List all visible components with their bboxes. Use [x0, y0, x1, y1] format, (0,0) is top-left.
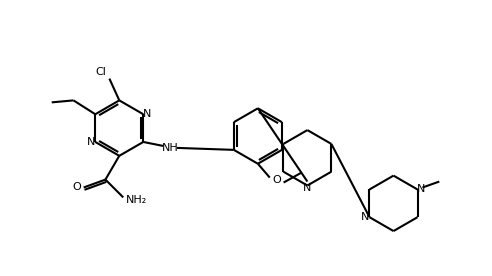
Text: N: N	[87, 137, 95, 147]
Text: N: N	[361, 212, 369, 222]
Text: N: N	[417, 184, 426, 195]
Text: NH: NH	[162, 143, 179, 153]
Text: N: N	[303, 184, 311, 193]
Text: O: O	[272, 175, 281, 185]
Text: NH₂: NH₂	[125, 195, 147, 205]
Text: Cl: Cl	[95, 67, 106, 77]
Text: O: O	[72, 182, 81, 192]
Text: N: N	[143, 109, 152, 119]
